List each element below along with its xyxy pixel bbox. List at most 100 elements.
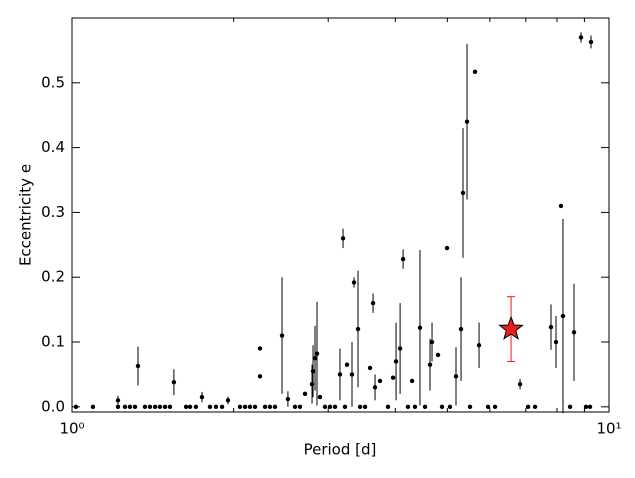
point	[349, 372, 355, 377]
point	[147, 404, 153, 410]
point	[127, 404, 133, 410]
point	[322, 404, 328, 410]
point	[453, 374, 459, 379]
point	[242, 404, 248, 410]
point	[447, 404, 453, 410]
point	[219, 404, 225, 410]
point	[157, 404, 163, 410]
point	[467, 404, 473, 410]
point	[135, 363, 141, 369]
y-tick-label: 0.0	[41, 397, 65, 415]
point	[142, 404, 148, 410]
point	[412, 404, 418, 410]
point	[409, 378, 415, 384]
point	[458, 326, 464, 332]
point	[167, 404, 173, 410]
point	[302, 391, 308, 397]
point	[377, 378, 383, 384]
point	[342, 404, 348, 410]
point	[317, 394, 323, 400]
point	[444, 245, 450, 251]
point	[553, 339, 559, 345]
point	[257, 346, 263, 351]
point	[578, 35, 584, 40]
x-axis-label: Period [d]	[304, 441, 377, 459]
point	[517, 381, 523, 387]
point	[472, 69, 478, 74]
point	[207, 404, 213, 410]
point	[183, 404, 189, 410]
point	[257, 374, 263, 379]
point	[372, 385, 378, 390]
point	[344, 362, 350, 367]
x-tick-label: 10¹	[596, 420, 621, 438]
point	[405, 404, 411, 410]
point	[152, 404, 158, 410]
point	[247, 404, 253, 410]
point	[225, 398, 231, 403]
point	[292, 404, 298, 410]
point	[187, 404, 193, 410]
point	[279, 333, 285, 338]
point	[435, 352, 441, 358]
point	[357, 404, 363, 410]
point	[272, 404, 278, 410]
point	[310, 368, 316, 374]
point	[252, 404, 258, 410]
point	[525, 404, 531, 410]
star-point	[498, 315, 524, 340]
point	[583, 404, 589, 410]
point	[571, 330, 577, 335]
y-tick-label: 0.3	[41, 203, 65, 221]
point	[297, 404, 303, 410]
point	[588, 39, 594, 45]
y-tick-label: 0.2	[41, 268, 65, 286]
point	[464, 119, 470, 124]
point	[427, 362, 433, 367]
point	[492, 404, 498, 410]
y-axis-label: Eccentricity e	[17, 164, 35, 266]
point	[115, 398, 121, 403]
plot-frame	[71, 17, 610, 413]
y-tick-label: 0.5	[41, 73, 65, 91]
point	[122, 404, 128, 410]
point	[73, 404, 79, 410]
point	[309, 381, 315, 387]
point	[332, 404, 338, 410]
x-tick-label: 10⁰	[59, 420, 84, 438]
point	[267, 404, 273, 410]
point	[285, 396, 291, 402]
point	[90, 404, 96, 410]
point	[314, 351, 320, 356]
point	[337, 372, 343, 377]
point	[390, 375, 396, 380]
point	[132, 404, 138, 410]
point	[340, 236, 346, 241]
point	[476, 343, 482, 348]
point	[367, 365, 373, 371]
point	[422, 404, 428, 410]
point	[193, 404, 199, 410]
point	[485, 404, 491, 410]
point	[199, 394, 205, 400]
point	[171, 379, 177, 385]
point	[262, 404, 268, 410]
point	[162, 404, 168, 410]
point	[355, 326, 361, 332]
y-tick-label: 0.4	[41, 138, 65, 156]
point	[385, 404, 391, 410]
point	[532, 404, 538, 410]
point	[429, 339, 435, 345]
point	[237, 404, 243, 410]
point	[393, 359, 399, 364]
point	[439, 404, 445, 410]
point	[417, 325, 423, 330]
point	[115, 404, 121, 410]
point	[370, 300, 376, 306]
point	[351, 280, 357, 285]
point	[400, 256, 406, 262]
point	[558, 203, 564, 209]
point	[397, 346, 403, 351]
point	[560, 313, 566, 319]
